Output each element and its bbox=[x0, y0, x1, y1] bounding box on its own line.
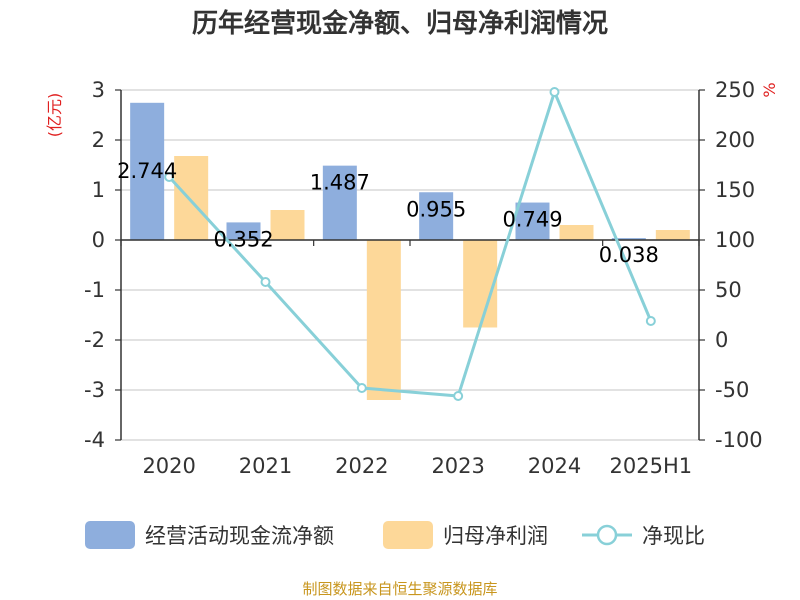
ratio-line bbox=[164, 87, 656, 401]
ratio-point bbox=[164, 172, 175, 182]
left-axis-ticks: 3 2 1 0 -1 -2 -3 -4 bbox=[84, 78, 121, 452]
legend-item-ratio[interactable]: 净现比 bbox=[582, 524, 705, 548]
right-tick-label: 0 bbox=[715, 328, 728, 352]
data-label-cashflow: 0.749 bbox=[502, 208, 562, 232]
ratio-point bbox=[356, 383, 367, 393]
left-tick-label: 2 bbox=[92, 128, 105, 152]
ratio-point bbox=[260, 277, 271, 287]
x-tick-label: 2021 bbox=[239, 454, 292, 478]
x-tick-label: 2024 bbox=[528, 454, 581, 478]
right-axis-ticks: 250 200 150 100 50 0 -50 -100 bbox=[699, 78, 763, 452]
data-label-cashflow: 0.038 bbox=[599, 243, 659, 267]
right-tick-label: 150 bbox=[715, 178, 755, 202]
x-axis-ticks: 2020 2021 2022 2023 2024 2025H1 bbox=[120, 240, 700, 478]
legend-label-cashflow: 经营活动现金流净额 bbox=[145, 524, 334, 548]
bar-cashflow bbox=[130, 102, 165, 240]
bar-profit bbox=[655, 230, 690, 240]
bar-profit bbox=[559, 225, 594, 240]
bar-cashflow bbox=[322, 165, 357, 240]
x-tick-label: 2023 bbox=[431, 454, 484, 478]
right-axis-unit: % bbox=[760, 82, 779, 97]
bar-cashflow bbox=[515, 202, 550, 240]
left-tick-label: 0 bbox=[92, 228, 105, 252]
data-labels: 2.744 0.352 1.487 0.955 0.749 0.038 bbox=[117, 159, 659, 267]
ratio-line-path bbox=[168, 87, 653, 398]
legend-swatch-profit bbox=[383, 521, 433, 549]
left-tick-label: 1 bbox=[92, 178, 105, 202]
bar-profit bbox=[366, 240, 401, 400]
right-tick-label: 50 bbox=[715, 278, 742, 302]
ratio-point bbox=[453, 391, 464, 401]
legend-item-profit[interactable]: 归母净利润 bbox=[383, 521, 548, 549]
legend-label-profit: 归母净利润 bbox=[443, 524, 548, 548]
x-tick-label: 2025H1 bbox=[610, 454, 693, 478]
ratio-point bbox=[549, 87, 560, 97]
source-note: 制图数据来自恒生聚源数据库 bbox=[302, 580, 497, 598]
bars bbox=[130, 102, 690, 400]
right-tick-label: -100 bbox=[715, 428, 763, 452]
x-tick-label: 2022 bbox=[335, 454, 388, 478]
bar-cashflow bbox=[419, 192, 454, 240]
data-label-cashflow: 0.352 bbox=[213, 227, 273, 251]
left-axis-unit: (亿元) bbox=[45, 93, 64, 138]
data-label-cashflow: 1.487 bbox=[310, 171, 370, 195]
legend-swatch-cashflow bbox=[85, 521, 135, 549]
legend-marker-ratio bbox=[596, 524, 618, 546]
bar-cashflow bbox=[611, 238, 646, 240]
left-tick-label: -3 bbox=[84, 378, 105, 402]
legend-label-ratio: 净现比 bbox=[642, 524, 705, 548]
bar-cashflow bbox=[226, 222, 261, 240]
bar-profit bbox=[174, 156, 209, 240]
chart-title: 历年经营现金净额、归母净利润情况 bbox=[192, 8, 608, 39]
data-label-cashflow: 2.744 bbox=[117, 159, 177, 183]
right-tick-label: -50 bbox=[715, 378, 749, 402]
left-tick-label: -1 bbox=[84, 278, 105, 302]
left-tick-label: -2 bbox=[84, 328, 105, 352]
left-tick-label: -4 bbox=[84, 428, 105, 452]
legend: 经营活动现金流净额 归母净利润 净现比 bbox=[85, 521, 705, 549]
legend-item-cashflow[interactable]: 经营活动现金流净额 bbox=[85, 521, 334, 549]
right-tick-label: 200 bbox=[715, 128, 755, 152]
ratio-point bbox=[645, 316, 656, 326]
x-tick-label: 2020 bbox=[142, 454, 195, 478]
right-tick-label: 100 bbox=[715, 228, 755, 252]
bar-profit bbox=[270, 210, 305, 240]
data-label-cashflow: 0.955 bbox=[406, 197, 466, 221]
bar-profit bbox=[463, 240, 498, 328]
right-tick-label: 250 bbox=[715, 78, 755, 102]
left-tick-label: 3 bbox=[92, 78, 105, 102]
